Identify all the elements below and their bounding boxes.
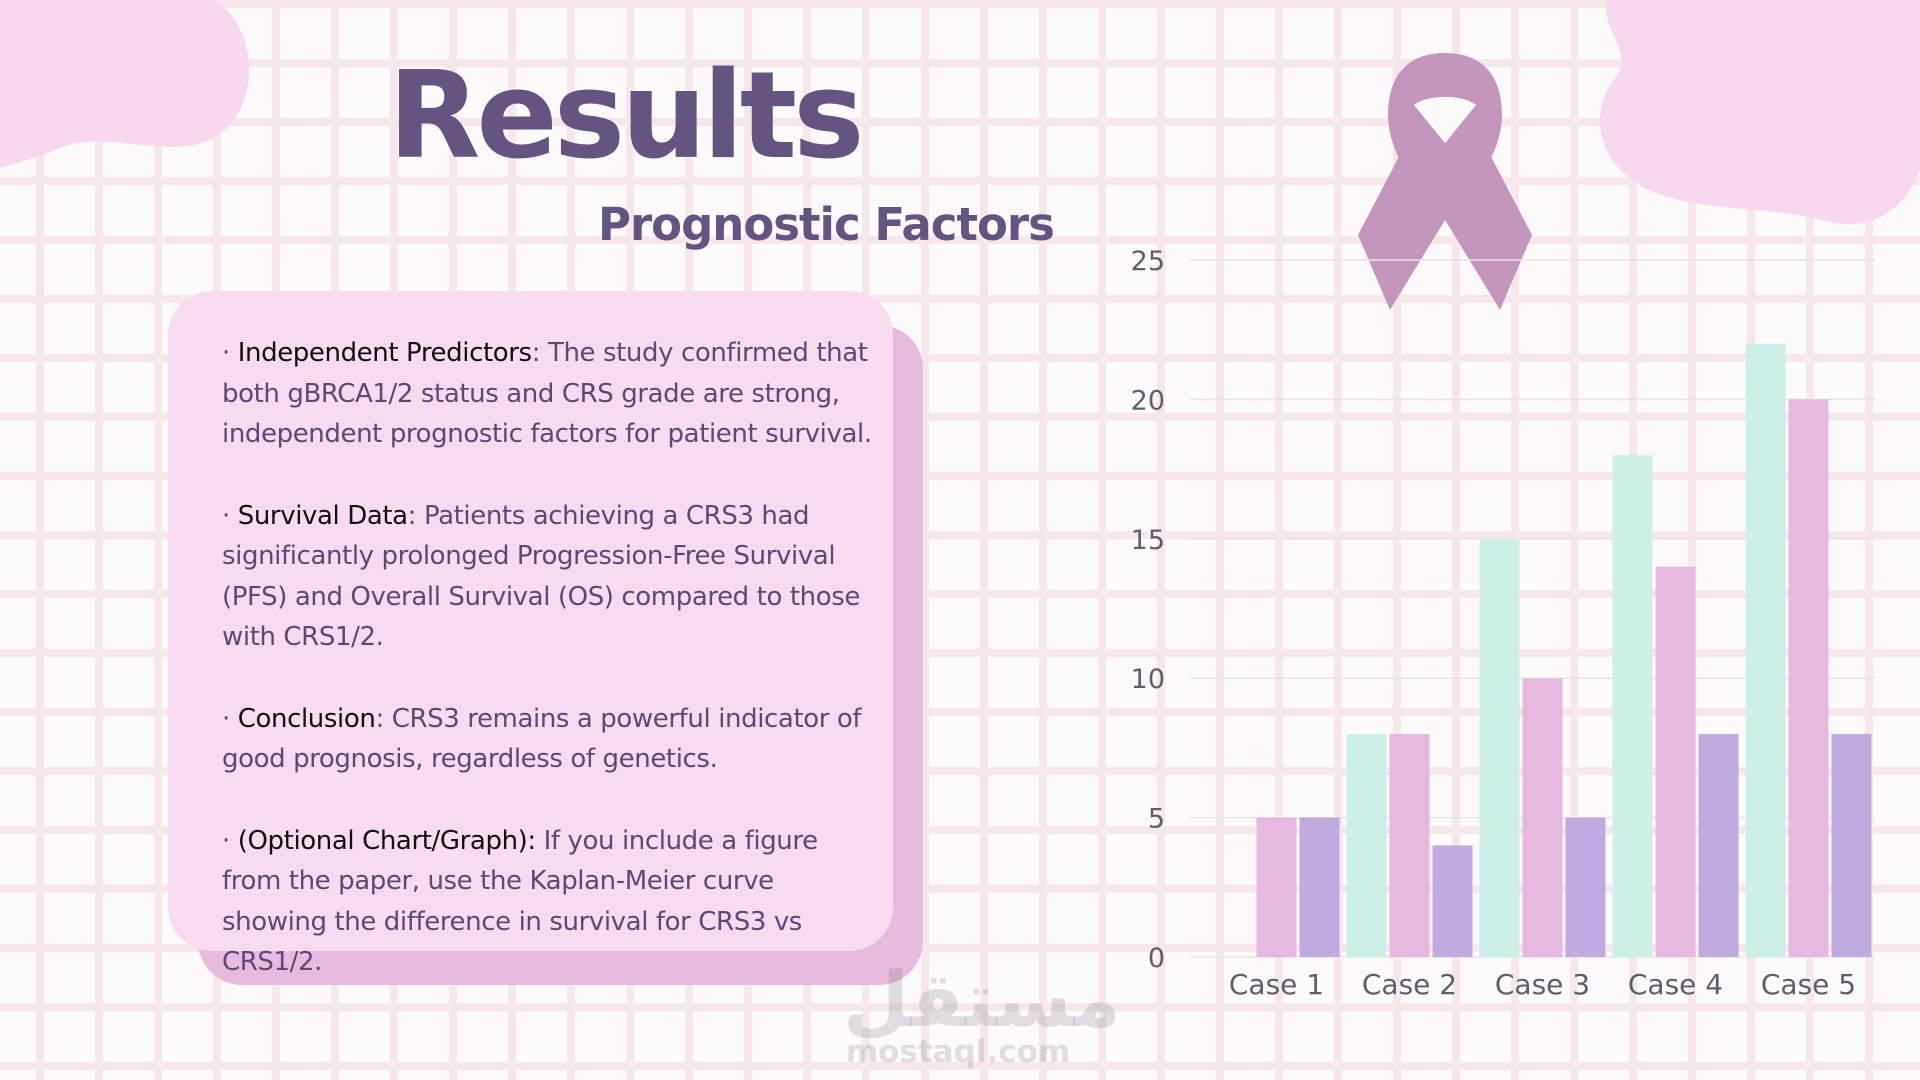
bar-chart: 0 5 10 15 20 25 Case 1 Case 2 Case 3 Case 4 Case 5 — [1131, 246, 1875, 1001]
bar-case-5-series-3 — [1831, 733, 1872, 957]
watermark-url: mostaql.com — [845, 1034, 1071, 1070]
bar-case-2-series-2 — [1389, 733, 1430, 957]
bar-case-4-series-1 — [1612, 455, 1653, 957]
bar-case-4-series-3 — [1698, 733, 1739, 957]
bullet-lead: (Optional Chart/Graph): — [237, 825, 536, 856]
page-title: Results — [388, 47, 865, 186]
bullet-lead: Survival Data — [237, 500, 408, 531]
bullet-text: If you include a figure from the paper, … — [222, 825, 818, 978]
y-tick-label: 10 — [1131, 664, 1165, 695]
bar-case-5-series-1 — [1745, 343, 1786, 957]
bar-case-1-series-2 — [1256, 817, 1297, 957]
y-tick-label: 20 — [1131, 385, 1165, 416]
watermark: مستقل mostaql.com — [843, 955, 1121, 1071]
y-tick-label: 5 — [1148, 804, 1165, 835]
bullet-survival-data: · Survival Data: Patients achieving a CR… — [222, 500, 860, 653]
bar-case-3-series-1 — [1479, 538, 1520, 957]
y-tick-label: 25 — [1131, 246, 1165, 277]
x-category-label: Case 1 — [1229, 968, 1324, 1001]
top-left-blob — [0, 0, 250, 168]
bullet-lead: Conclusion — [237, 703, 376, 734]
top-right-blob — [1599, 0, 1920, 225]
x-category-label: Case 5 — [1761, 968, 1856, 1001]
text-card: · Independent Predictors: The study conf… — [168, 291, 893, 977]
bar-case-1-series-3 — [1299, 817, 1340, 957]
bar-case-2-series-1 — [1346, 733, 1387, 957]
awareness-ribbon-icon — [1358, 53, 1532, 310]
bullet-independent-predictors: · Independent Predictors: The study conf… — [222, 338, 872, 449]
bar-case-3-series-2 — [1522, 678, 1563, 957]
y-tick-label: 15 — [1131, 525, 1165, 556]
page-subtitle: Prognostic Factors — [598, 198, 1055, 251]
bar-case-3-series-3 — [1565, 817, 1606, 957]
x-category-label: Case 3 — [1495, 968, 1590, 1001]
bullet-text: CRS3 remains a powerful indicator of goo… — [222, 703, 862, 775]
bullet-text: The study confirmed that both gBRCA1/2 s… — [222, 338, 872, 449]
bar-case-2-series-3 — [1432, 845, 1473, 957]
x-category-label: Case 4 — [1628, 968, 1723, 1001]
bar-case-5-series-2 — [1788, 399, 1829, 957]
x-category-label: Case 2 — [1362, 968, 1457, 1001]
watermark-logo: مستقل — [843, 955, 1121, 1044]
y-tick-label: 0 — [1148, 943, 1165, 974]
bullet-optional-chart: · (Optional Chart/Graph): If you include… — [222, 825, 818, 978]
bullet-lead: Independent Predictors — [237, 338, 532, 368]
bullet-conclusion: · Conclusion: CRS3 remains a powerful in… — [222, 703, 862, 775]
bullet-text: Patients achieving a CRS3 had significan… — [222, 500, 860, 653]
bar-case-4-series-2 — [1655, 566, 1696, 957]
